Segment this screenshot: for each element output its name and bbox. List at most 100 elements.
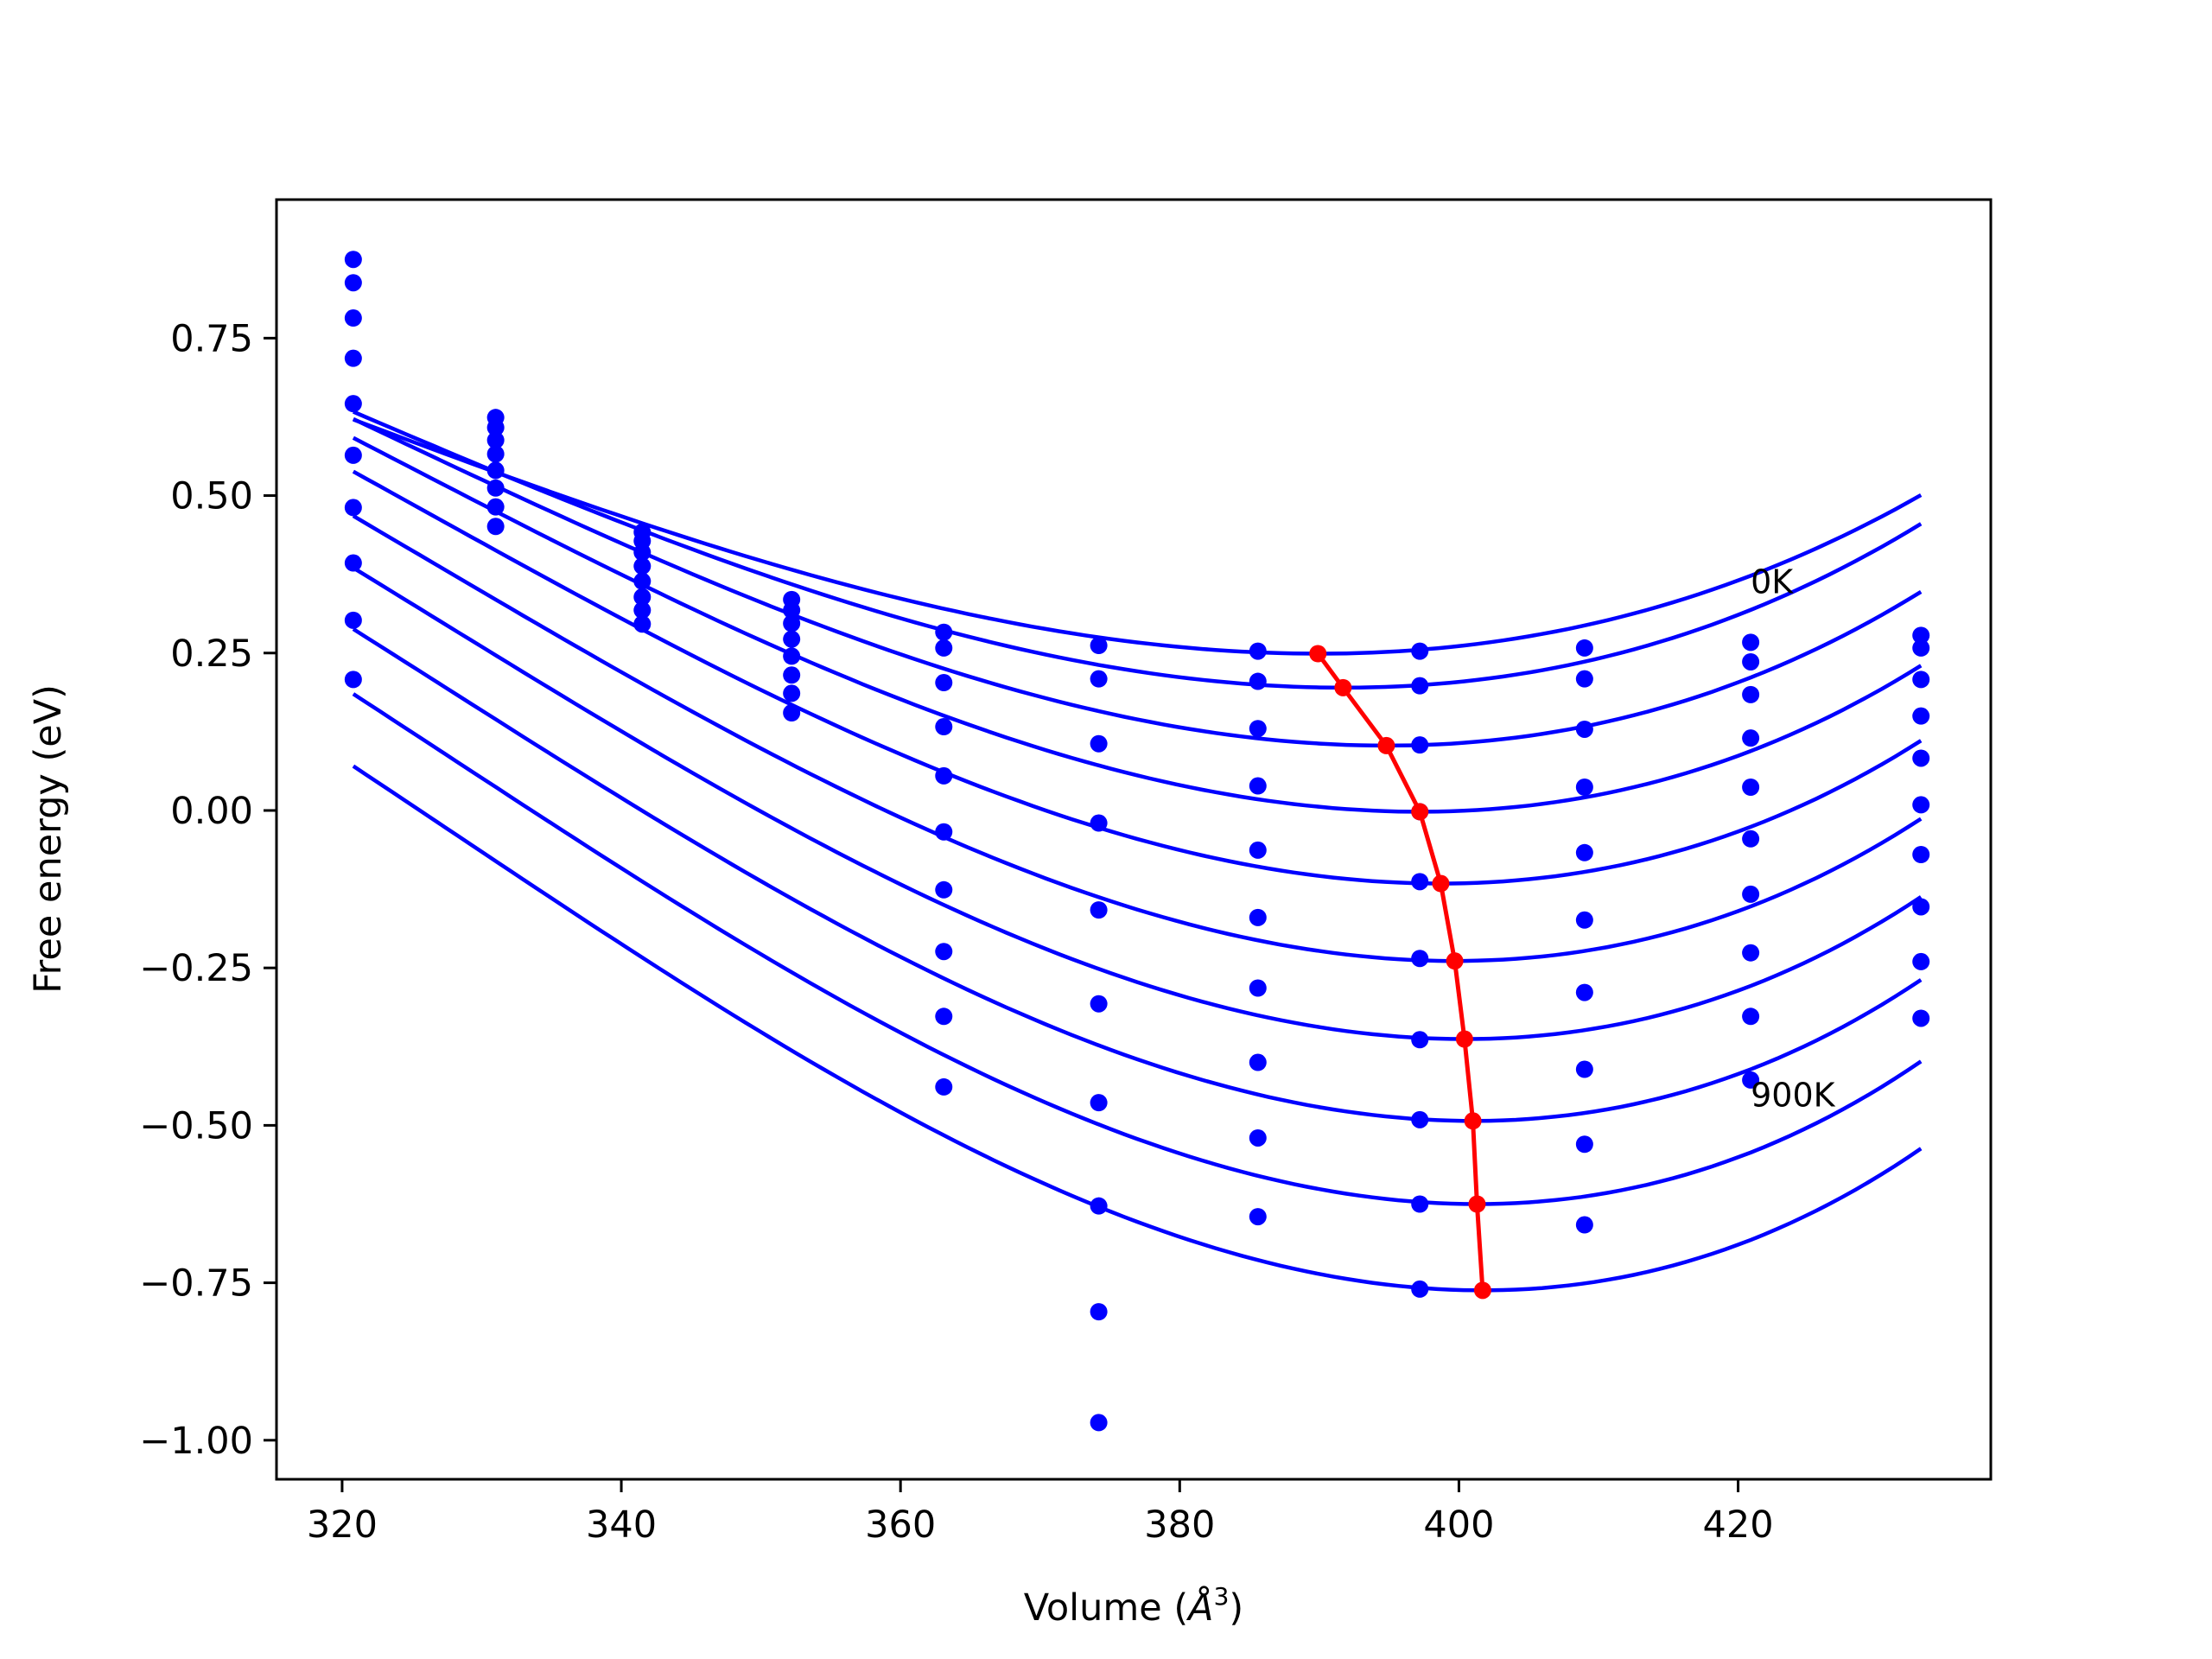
data-point xyxy=(1249,720,1267,738)
data-point xyxy=(1411,950,1429,968)
data-point xyxy=(1912,898,1930,916)
data-point xyxy=(1912,1009,1930,1027)
data-point xyxy=(1249,1208,1267,1226)
data-point xyxy=(783,647,801,665)
y-tick-label: 0.75 xyxy=(170,317,253,360)
data-point xyxy=(783,684,801,702)
x-tick-label: 340 xyxy=(586,1503,657,1547)
plot-frame xyxy=(275,198,1993,1481)
data-point xyxy=(1090,995,1108,1013)
x-axis-ticks: 320 340 360 380 400 420 xyxy=(307,1479,1774,1547)
data-point xyxy=(633,601,652,620)
data-point xyxy=(344,671,362,689)
data-point xyxy=(1411,642,1429,660)
data-point xyxy=(344,446,362,464)
fit-curve xyxy=(352,566,1923,1041)
data-point xyxy=(783,614,801,632)
data-point xyxy=(344,499,362,517)
y-tick-label: −0.50 xyxy=(139,1104,253,1147)
data-point xyxy=(783,666,801,684)
minimum-point xyxy=(1309,645,1327,663)
data-point xyxy=(1090,1414,1108,1432)
x-tick-label: 320 xyxy=(307,1503,378,1547)
data-point xyxy=(344,395,362,413)
data-point xyxy=(1575,670,1593,688)
fit-curves xyxy=(352,410,1923,1293)
curve-annotation: 900K xyxy=(1751,1077,1836,1115)
x-tick-label: 400 xyxy=(1423,1503,1494,1547)
data-point xyxy=(1742,729,1760,747)
data-point xyxy=(1249,1053,1267,1071)
data-point xyxy=(1742,1007,1760,1026)
data-point xyxy=(486,431,505,449)
data-point xyxy=(1090,901,1108,919)
minima-line xyxy=(1316,652,1485,1291)
minimum-point xyxy=(1334,678,1352,696)
data-point xyxy=(1742,779,1760,797)
x-axis-label-symbol: Å xyxy=(1185,1586,1213,1630)
fit-curve xyxy=(352,416,1923,748)
fit-curve xyxy=(352,692,1923,1206)
data-point xyxy=(486,518,505,536)
data-point xyxy=(935,1077,953,1096)
data-point xyxy=(1090,670,1108,688)
y-tick-label: −1.00 xyxy=(139,1420,253,1463)
data-point xyxy=(1411,736,1429,754)
data-point xyxy=(935,880,953,899)
data-point xyxy=(935,766,953,785)
data-point xyxy=(344,349,362,367)
data-point xyxy=(935,623,953,641)
x-axis-label-text: Volume ( xyxy=(1024,1586,1188,1630)
fit-curve xyxy=(353,417,1923,656)
data-point xyxy=(1912,796,1930,814)
data-point xyxy=(1912,707,1930,725)
data-point xyxy=(1411,1195,1429,1213)
minimum-point xyxy=(1446,952,1464,970)
data-point xyxy=(1575,1135,1593,1154)
data-point xyxy=(1090,734,1108,753)
data-point xyxy=(783,601,801,620)
data-point xyxy=(1742,885,1760,903)
fit-curve xyxy=(352,514,1923,963)
data-point xyxy=(935,639,953,657)
minimum-point xyxy=(1377,736,1395,754)
data-point xyxy=(1912,639,1930,657)
data-point xyxy=(1742,652,1760,671)
data-point xyxy=(1575,1216,1593,1234)
data-point xyxy=(783,704,801,722)
data-point xyxy=(344,251,362,269)
data-point xyxy=(1090,814,1108,832)
data-point xyxy=(633,543,652,562)
data-point xyxy=(633,588,652,606)
data-point xyxy=(1912,845,1930,863)
x-tick-label: 360 xyxy=(865,1503,936,1547)
y-tick-label: 0.50 xyxy=(170,475,253,518)
data-point xyxy=(1575,720,1593,738)
data-point xyxy=(486,498,505,516)
minimum-point xyxy=(1411,803,1429,821)
curve-annotation: 0K xyxy=(1751,563,1794,601)
data-point xyxy=(486,479,505,497)
data-point xyxy=(1249,979,1267,997)
data-point xyxy=(935,823,953,841)
data-point xyxy=(633,557,652,575)
plot-area xyxy=(344,251,1930,1432)
data-point xyxy=(1575,1060,1593,1078)
data-point xyxy=(1912,952,1930,970)
data-point xyxy=(344,554,362,572)
data-point xyxy=(1742,1071,1760,1089)
data-point xyxy=(633,572,652,590)
data-point xyxy=(1912,626,1930,645)
y-tick-label: 0.25 xyxy=(170,632,253,676)
x-axis-label-close: ) xyxy=(1229,1586,1243,1630)
minimum-point xyxy=(1468,1195,1486,1213)
data-point xyxy=(1912,749,1930,767)
data-point xyxy=(935,718,953,736)
data-point xyxy=(1742,633,1760,652)
data-point xyxy=(1249,1128,1267,1147)
data-point xyxy=(1249,841,1267,859)
y-axis-label: Free energy (eV) xyxy=(27,684,70,994)
data-points xyxy=(344,251,1930,1432)
x-axis-label-power: 3 xyxy=(1214,1582,1230,1611)
